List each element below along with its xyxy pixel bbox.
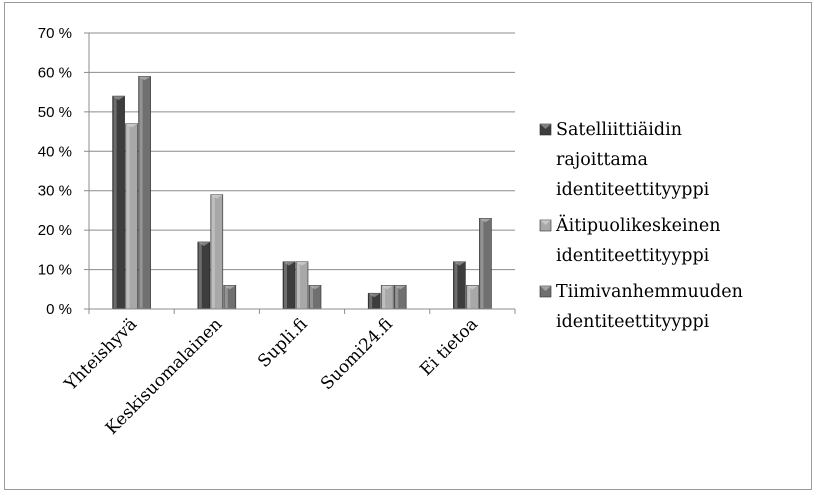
bar-supli-fi-series-3 — [308, 285, 322, 310]
bar-ei-tietoa-series-1 — [453, 261, 466, 310]
y-tick-label: 30 % — [38, 183, 72, 200]
y-tick-label: 10 % — [38, 262, 72, 279]
legend-label-line: identiteettityyppi — [556, 246, 710, 266]
legend-item-1: Satelliittiäidin rajoittama identiteettity… — [539, 120, 710, 200]
y-tick-label: 50 % — [38, 104, 72, 121]
y-tick-label: 0 % — [46, 301, 72, 318]
bar-suomi24-fi-series-3 — [393, 285, 407, 310]
bar-ei-tietoa-series-3 — [479, 218, 492, 310]
y-axis-tick-labels: 0 % 10 % 20 % 30 % 40 % 50 % 60 % 70 % — [38, 25, 72, 318]
legend-label-line: identiteettityyppi — [556, 180, 710, 200]
legend-swatch — [539, 219, 552, 232]
x-category-label: Supli.fi — [254, 314, 311, 371]
gridlines — [89, 32, 515, 271]
legend-swatch — [539, 123, 552, 136]
y-tick-label: 70 % — [38, 25, 72, 42]
bar-yhteishyv-series-3 — [138, 76, 151, 310]
x-category-label: Suomi24.fi — [317, 314, 397, 394]
legend-label-line: Äitipuolikeskeinen — [555, 215, 720, 236]
bar-keskisuomalainen-series-3 — [223, 285, 237, 310]
bar-supli-fi-series-2 — [295, 261, 309, 310]
y-tick-label: 20 % — [38, 222, 72, 239]
legend-swatch — [539, 285, 552, 298]
legend-label-line: Satelliittiäidin — [556, 120, 682, 140]
legend-item-3: Tiimivanhemmuuden identiteettityyppi — [539, 282, 743, 332]
legend-label-line: Tiimivanhemmuuden — [556, 282, 743, 302]
bar-suomi24-fi-series-1 — [367, 292, 381, 310]
y-tick-label: 60 % — [38, 64, 72, 81]
bar-keskisuomalainen-series-1 — [197, 241, 211, 310]
bars — [112, 76, 492, 310]
bar-supli-fi-series-1 — [282, 261, 296, 310]
bar-suomi24-fi-series-2 — [380, 285, 394, 310]
bar-ei-tietoa-series-2 — [466, 285, 479, 310]
y-tick-label: 40 % — [38, 143, 72, 160]
bar-yhteishyv-series-2 — [125, 123, 138, 310]
bar-keskisuomalainen-series-2 — [210, 194, 224, 310]
legend: Satelliittiäidin rajoittama identiteettity… — [539, 120, 743, 332]
x-category-label: Ei tietoa — [416, 314, 482, 380]
legend-item-2: Äitipuolikeskeinen identiteettityyppi — [539, 215, 720, 266]
axes — [84, 32, 516, 314]
legend-label-line: identiteettityyppi — [556, 312, 710, 332]
x-category-label: Yhteishyvä — [60, 314, 141, 395]
legend-label-line: rajoittama — [556, 150, 648, 170]
bar-yhteishyv-series-1 — [112, 95, 125, 310]
